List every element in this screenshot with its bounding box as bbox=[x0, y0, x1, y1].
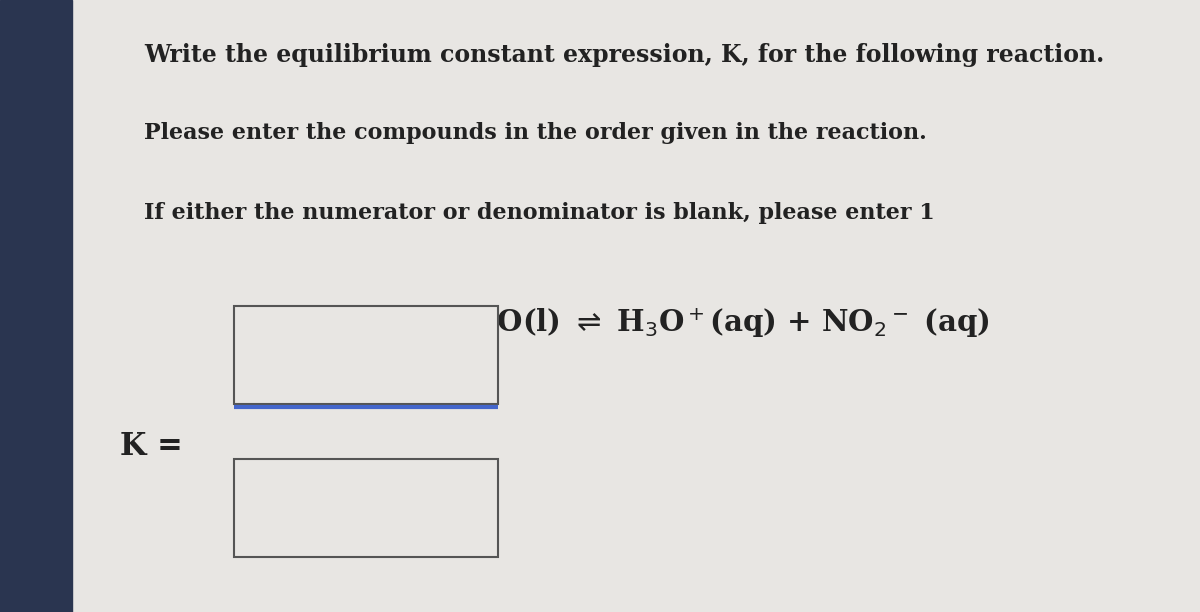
Text: HNO$_2$ (aq) + H$_2$O(l) $\rightleftharpoons$ H$_3$O$^+$(aq) + NO$_2$$^-$ (aq): HNO$_2$ (aq) + H$_2$O(l) $\rightleftharp… bbox=[240, 306, 990, 340]
Text: If either the numerator or denominator is blank, please enter 1: If either the numerator or denominator i… bbox=[144, 202, 935, 224]
Text: Write the equilibrium constant expression, K, for the following reaction.: Write the equilibrium constant expressio… bbox=[144, 43, 1104, 67]
FancyBboxPatch shape bbox=[234, 306, 498, 404]
FancyBboxPatch shape bbox=[234, 459, 498, 557]
Text: Please enter the compounds in the order given in the reaction.: Please enter the compounds in the order … bbox=[144, 122, 926, 144]
Text: K =: K = bbox=[120, 431, 182, 462]
Bar bbox=[0, 0, 72, 612]
